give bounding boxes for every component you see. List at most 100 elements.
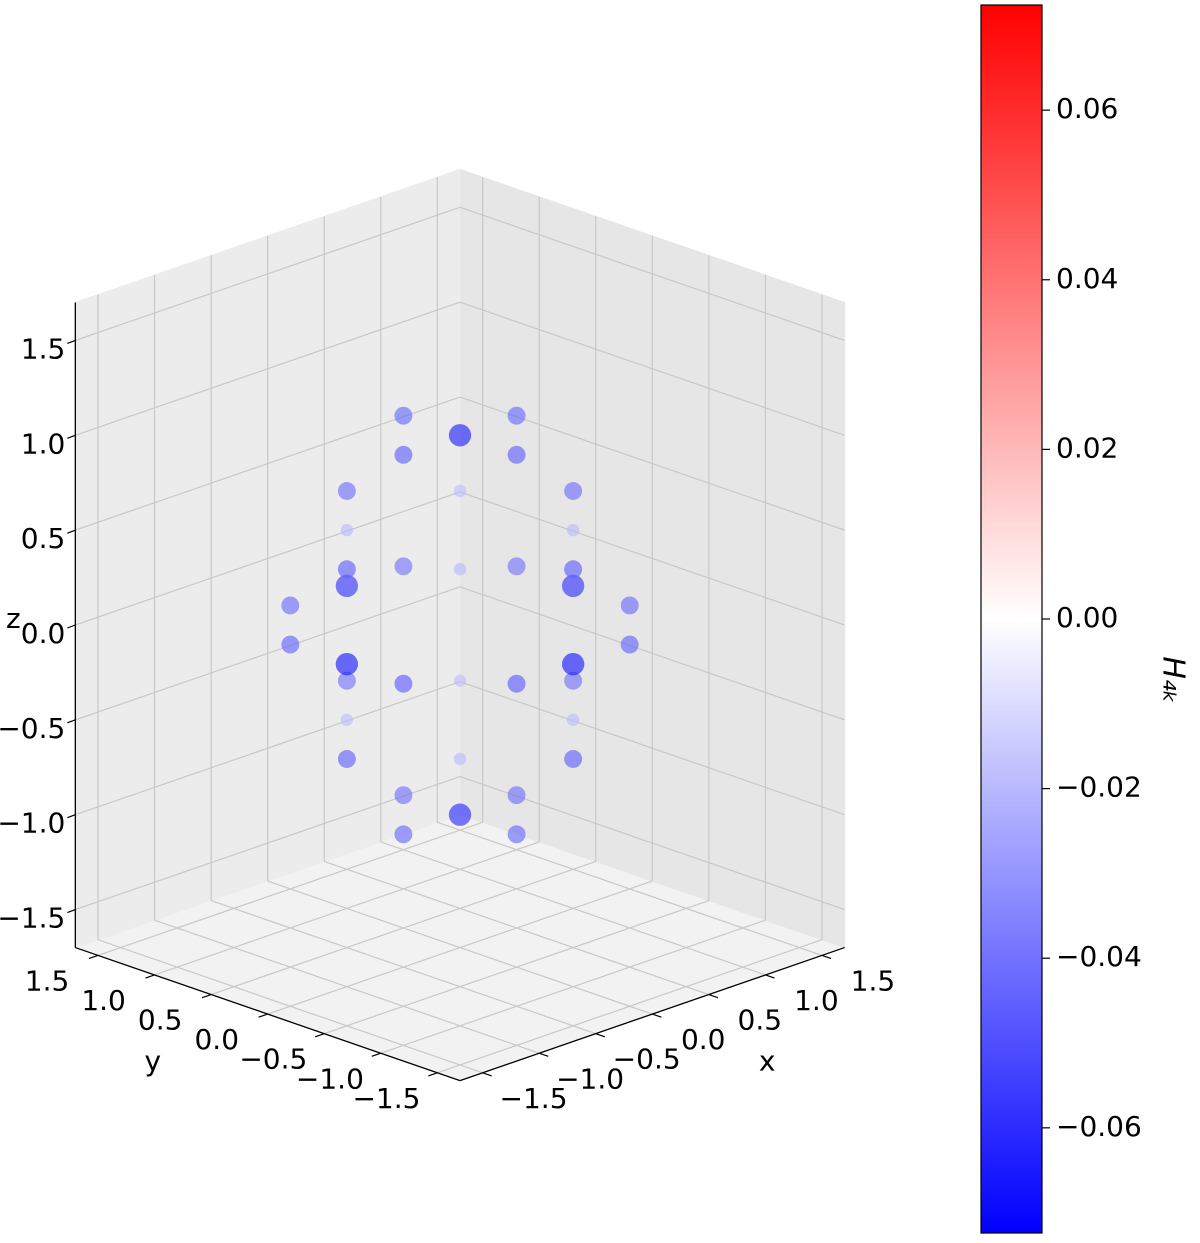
- grid-line: [75, 206, 461, 341]
- point: [453, 752, 467, 766]
- point: [281, 596, 300, 615]
- point: [335, 574, 359, 598]
- colorbar-tick-label: −0.02: [1056, 771, 1142, 804]
- y-tick-label: −0.5: [239, 1043, 307, 1076]
- y-tick-label: 0.5: [138, 1004, 183, 1037]
- x-tick: [595, 1033, 606, 1038]
- x-tick-label: 0.0: [681, 1023, 726, 1056]
- point: [620, 596, 639, 615]
- point: [337, 671, 356, 690]
- x-tick-label: 0.5: [738, 1004, 783, 1037]
- grid-line: [210, 860, 596, 996]
- z-axis-label: z: [6, 602, 21, 635]
- grid-line: [459, 491, 845, 626]
- point: [337, 482, 356, 500]
- axes: −1.5−1.0−0.50.00.51.01.5−1.5−1.0−0.50.00…: [0, 302, 896, 1115]
- y-tick-label: 0.0: [194, 1023, 239, 1056]
- y-tick: [428, 1072, 438, 1077]
- z-tick: [67, 814, 76, 819]
- colorbar-label: H₄ₖ: [1156, 656, 1191, 703]
- y-tick: [145, 974, 155, 979]
- colorbar-tick-label: −0.04: [1056, 940, 1142, 973]
- point: [564, 750, 583, 768]
- axis-line: [75, 946, 461, 1082]
- point: [394, 674, 413, 693]
- z-tick-label: −1.0: [0, 807, 65, 840]
- point: [507, 825, 526, 844]
- point: [337, 560, 356, 579]
- z-tick: [67, 529, 76, 534]
- point: [337, 750, 356, 768]
- colorbar-gradient: [980, 4, 1043, 1234]
- point: [507, 786, 526, 805]
- z-tick: [67, 909, 76, 914]
- point: [340, 713, 354, 727]
- y-tick: [258, 1013, 268, 1018]
- x-tick-label: 1.0: [794, 984, 839, 1017]
- z-tick-label: 1.5: [21, 332, 66, 365]
- colorbar-tick-label: 0.02: [1056, 431, 1118, 464]
- z-tick: [67, 339, 76, 344]
- point: [507, 557, 526, 576]
- x-tick-label: −0.5: [613, 1043, 681, 1076]
- point: [281, 635, 300, 654]
- point: [394, 406, 413, 425]
- grid-line: [324, 900, 710, 1035]
- x-tick-label: −1.0: [556, 1062, 624, 1095]
- point: [620, 635, 639, 654]
- grid: [75, 177, 845, 1074]
- grid-line: [97, 821, 483, 956]
- x-tick-label: 1.5: [851, 964, 896, 997]
- x-tick: [765, 974, 775, 979]
- panes: [73, 168, 847, 1082]
- point: [394, 786, 413, 805]
- point: [566, 523, 580, 537]
- colorbar-tick-label: 0.04: [1056, 262, 1118, 295]
- x-tick: [538, 1052, 549, 1057]
- points: [281, 406, 639, 844]
- z-tick-label: 0.0: [21, 617, 66, 650]
- y-tick-label: −1.5: [352, 1082, 420, 1115]
- grid-line: [459, 206, 845, 341]
- z-tick-label: 0.5: [21, 522, 66, 555]
- y-tick-label: −1.0: [296, 1062, 364, 1095]
- y-tick: [314, 1033, 325, 1038]
- y-tick-label: 1.0: [81, 984, 126, 1017]
- y-axis-label: y: [145, 1044, 162, 1077]
- z-tick-label: −1.5: [0, 902, 65, 935]
- point: [394, 557, 413, 576]
- grid-line: [75, 681, 461, 816]
- colorbar-tick-label: 0.06: [1056, 92, 1118, 125]
- point: [453, 563, 467, 576]
- y-tick: [88, 954, 99, 960]
- point: [340, 523, 354, 537]
- y-tick: [201, 993, 212, 999]
- x-tick: [708, 993, 719, 999]
- grid-line: [459, 681, 845, 816]
- point: [507, 674, 526, 693]
- x-tick: [821, 954, 832, 960]
- grid-line: [75, 301, 461, 436]
- point: [507, 445, 526, 464]
- point: [564, 671, 583, 690]
- grid-line: [437, 939, 823, 1074]
- z-tick-label: −0.5: [0, 712, 65, 745]
- x-tick-label: −1.5: [500, 1082, 568, 1115]
- y-tick: [371, 1052, 382, 1057]
- x-axis-label: x: [759, 1044, 776, 1077]
- colorbar-tick-label: 0.00: [1056, 601, 1118, 634]
- y-tick-label: 1.5: [25, 964, 70, 997]
- point: [394, 445, 413, 464]
- point: [561, 574, 585, 598]
- grid-line: [380, 919, 766, 1054]
- grid-line: [267, 880, 653, 1015]
- z-tick-label: 1.0: [21, 427, 66, 460]
- grid-line: [459, 301, 845, 436]
- point: [448, 424, 472, 447]
- z-tick: [67, 719, 76, 724]
- x-tick: [482, 1072, 492, 1077]
- z-tick: [67, 624, 76, 629]
- x-tick: [652, 1013, 662, 1018]
- grid-line: [75, 491, 461, 626]
